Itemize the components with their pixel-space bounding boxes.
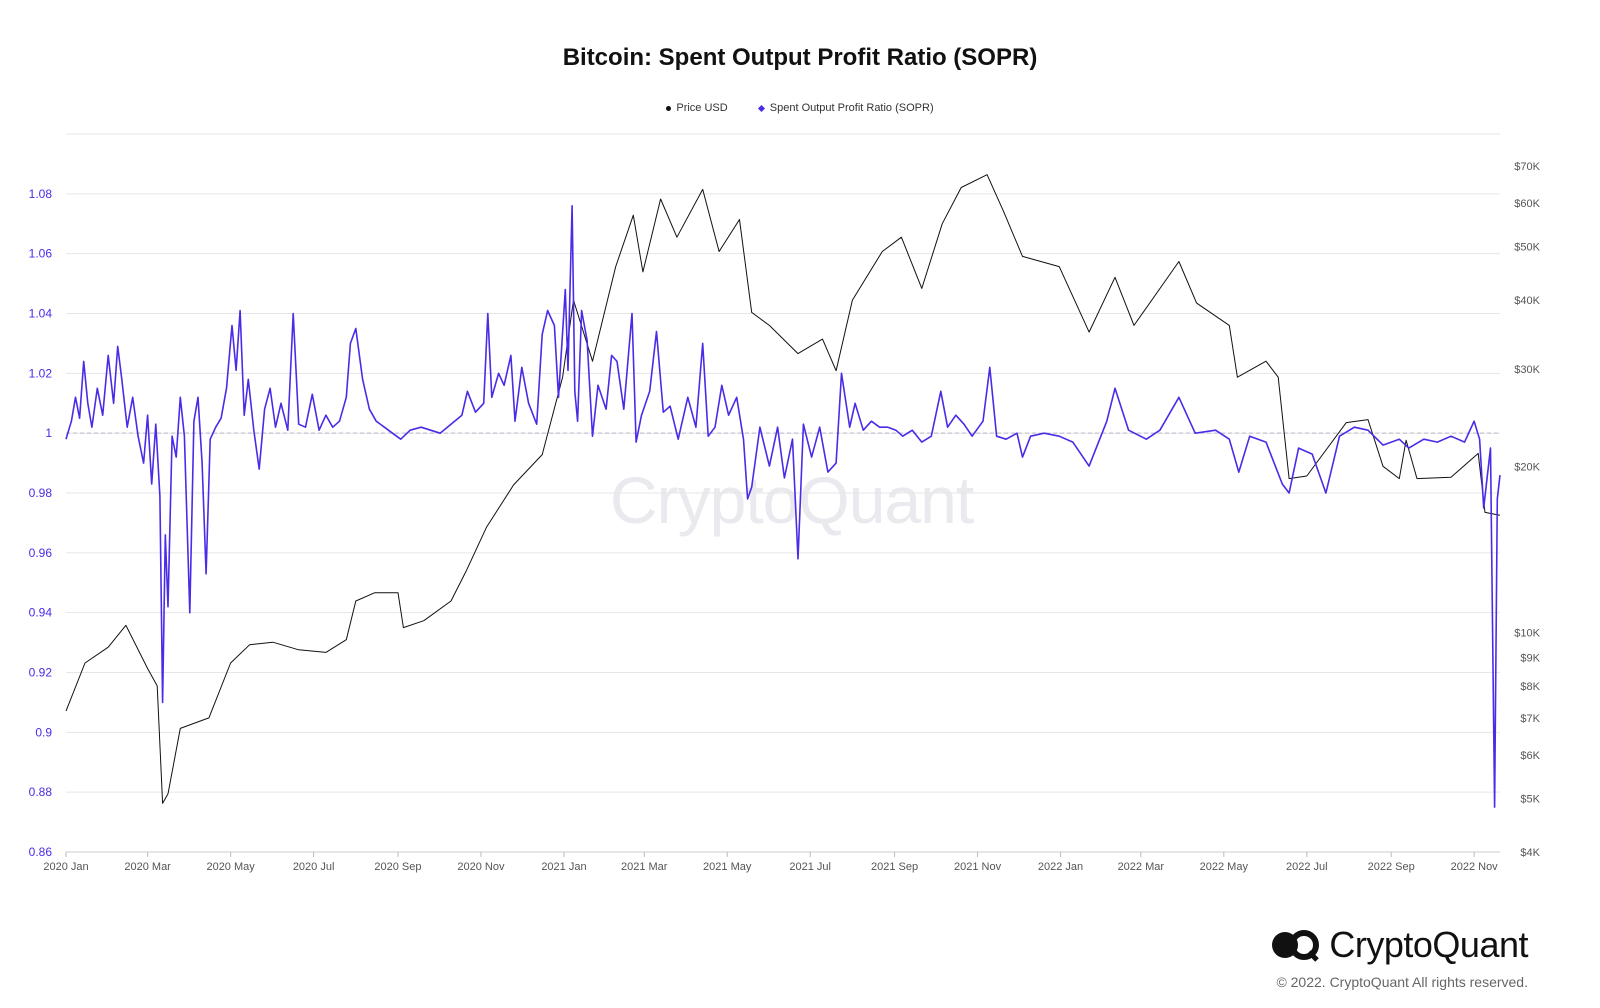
x-axis-tick-label: 2021 Jan: [541, 861, 586, 873]
brand-block: CryptoQuant: [1271, 924, 1528, 966]
right-axis-tick-label: $9K: [1520, 653, 1540, 665]
x-axis-tick-label: 2020 Mar: [124, 861, 171, 873]
x-axis-tick-label: 2022 Nov: [1451, 861, 1499, 873]
brand-name: CryptoQuant: [1329, 924, 1528, 965]
left-axis-tick-label: 0.88: [29, 785, 53, 799]
left-axis-tick-label: 1.06: [29, 247, 53, 261]
chart-title: Bitcoin: Spent Output Profit Ratio (SOPR…: [562, 44, 1038, 71]
x-axis-tick-label: 2021 Sep: [871, 861, 918, 873]
legend-item-sopr[interactable]: Spent Output Profit Ratio (SOPR): [757, 102, 934, 114]
copyright: © 2022. CryptoQuant All rights reserved.: [1276, 974, 1528, 990]
x-axis-tick-label: 2020 Jul: [293, 861, 335, 873]
right-axis-tick-label: $20K: [1514, 461, 1540, 473]
legend-item-price[interactable]: Price USD: [666, 102, 728, 114]
right-axis-tick-label: $10K: [1514, 627, 1540, 639]
watermark: CryptoQuant: [610, 463, 974, 537]
right-axis-tick-label: $40K: [1514, 295, 1540, 307]
right-axis-tick-label: $70K: [1514, 161, 1540, 173]
x-axis-tick-label: 2021 Jul: [789, 861, 831, 873]
legend-label-sopr: Spent Output Profit Ratio (SOPR): [769, 102, 934, 114]
x-axis-tick-label: 2021 Nov: [954, 861, 1002, 873]
x-axis-tick-label: 2021 Mar: [621, 861, 668, 873]
cryptoquant-logo-icon: [1272, 930, 1320, 962]
x-axis-tick-label: 2020 May: [206, 861, 255, 873]
left-axis-tick-label: 0.96: [29, 546, 53, 560]
right-axis-tick-label: $50K: [1514, 242, 1540, 254]
left-axis-tick-label: 0.86: [29, 845, 53, 859]
left-axis-tick-label: 1.08: [29, 187, 53, 201]
right-axis-tick-label: $8K: [1520, 681, 1540, 693]
left-axis-tick-label: 1.02: [29, 366, 53, 380]
x-axis-tick-label: 2021 May: [703, 861, 752, 873]
series-line-sopr: [65, 205, 1501, 808]
chart-legend: Price USD Spent Output Profit Ratio (SOP…: [0, 102, 1600, 114]
left-axis-tick-label: 0.92: [29, 666, 53, 680]
x-axis-tick-label: 2022 Jul: [1286, 861, 1328, 873]
x-axis-tick-label: 2022 Mar: [1118, 861, 1165, 873]
left-axis-tick-label: 1.04: [29, 307, 53, 321]
right-axis-tick-label: $5K: [1520, 794, 1540, 806]
x-axis-tick-label: 2020 Nov: [457, 861, 505, 873]
left-axis-tick-label: 0.9: [35, 725, 52, 739]
x-axis-tick-label: 2022 Jan: [1038, 861, 1083, 873]
right-axis-tick-label: $60K: [1514, 198, 1540, 210]
legend-label-price: Price USD: [676, 102, 728, 114]
x-axis-tick-label: 2020 Sep: [374, 861, 421, 873]
x-axis-tick-label: 2020 Jan: [43, 861, 88, 873]
right-axis-tick-label: $6K: [1520, 750, 1540, 762]
left-axis-tick-label: 0.98: [29, 486, 53, 500]
right-axis-tick-label: $7K: [1520, 713, 1540, 725]
x-axis-tick-label: 2022 Sep: [1368, 861, 1415, 873]
series-line-price: [65, 174, 1501, 804]
legend-dot-icon: [666, 105, 672, 111]
x-axis-tick-label: 2022 May: [1200, 861, 1249, 873]
right-axis-tick-label: $4K: [1520, 847, 1540, 859]
right-axis-tick-label: $30K: [1514, 364, 1540, 376]
left-axis-tick-label: 1: [45, 426, 52, 440]
left-axis-tick-label: 0.94: [29, 606, 53, 620]
